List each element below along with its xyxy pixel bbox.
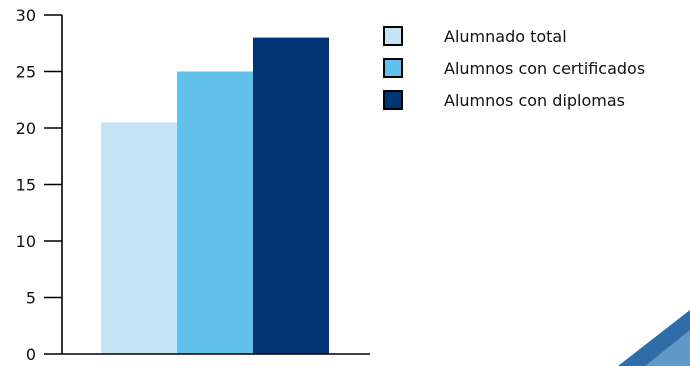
y-tick-label: 20	[16, 119, 36, 138]
legend-swatch-1	[383, 26, 403, 46]
legend-label-2: Alumnos con certificados	[444, 59, 645, 78]
y-tick-label: 10	[16, 232, 36, 251]
legend-label-3: Alumnos con diplomas	[444, 91, 625, 110]
legend-label-1: Alumnado total	[444, 27, 567, 46]
y-axis: 0 5 10 15 20 25 30	[16, 6, 63, 364]
decorative-corner-highlight	[645, 330, 690, 366]
y-tick-label: 0	[26, 345, 36, 364]
legend-swatch-2	[383, 58, 403, 78]
legend: Alumnado total Alumnos con certificados Al…	[383, 26, 645, 110]
y-tick-label: 25	[16, 63, 36, 82]
y-tick-label: 15	[16, 176, 36, 195]
bar-1	[101, 122, 177, 354]
bar-2	[177, 71, 253, 354]
bar-3	[253, 37, 329, 354]
legend-swatch-3	[383, 90, 403, 110]
bars-group	[101, 37, 329, 354]
y-tick-label: 30	[16, 6, 36, 25]
y-tick-label: 5	[26, 289, 36, 308]
